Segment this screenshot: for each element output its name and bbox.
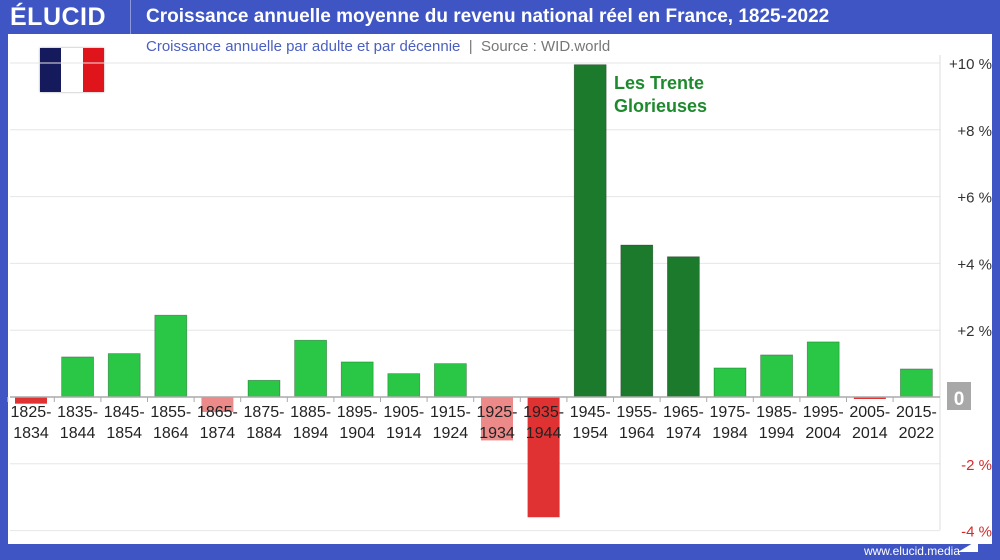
x-tick-label: 1875- (244, 404, 285, 421)
y-tick-label: +6 % (957, 190, 992, 207)
x-tick-label: 1894 (293, 425, 329, 442)
x-tick-label: 1945- (570, 404, 611, 421)
x-tick-label: 1984 (712, 425, 748, 442)
chart-subtitle: Croissance annuelle par adulte et par dé… (146, 38, 610, 55)
zero-label-box (947, 382, 971, 410)
annotation-trente-glorieuses: Les Trente Glorieuses (614, 72, 707, 118)
y-tick-label: +10 % (949, 56, 992, 73)
annotation-line-1: Les Trente (614, 73, 705, 93)
y-tick-label: +4 % (957, 256, 992, 273)
x-tick-label: 2005- (849, 404, 890, 421)
x-tick-label: 1985- (756, 404, 797, 421)
x-tick-label: 1874 (200, 425, 236, 442)
chart-panel (8, 34, 992, 544)
bar-1885-1894 (294, 339, 327, 398)
france-flag-icon (40, 48, 104, 92)
bar-1845-1854 (107, 353, 141, 398)
bar-1915-1924 (434, 363, 467, 398)
x-tick-label: 1925- (477, 404, 518, 421)
bar-1935-1944 (527, 397, 560, 518)
y-tick-label: -2 % (961, 457, 992, 474)
y-tick-label: +2 % (957, 323, 992, 340)
x-tick-label: 1965- (663, 404, 704, 421)
elucid-logo: ÉLUCID (10, 3, 107, 31)
x-tick-label: 1975- (710, 404, 751, 421)
x-tick-label: 2014 (852, 425, 888, 442)
x-tick-label: 1834 (13, 425, 49, 442)
x-tick-label: 1885- (290, 404, 331, 421)
x-tick-label: 1855- (150, 404, 191, 421)
x-tick-label: 1904 (339, 425, 375, 442)
bar-1955-1964 (620, 244, 654, 398)
bar-1865-1874 (201, 397, 234, 413)
bar-1925-1934 (481, 397, 513, 441)
x-tick-label: 1864 (153, 425, 189, 442)
x-tick-label: 1955- (616, 404, 657, 421)
bar-1975-1984 (713, 367, 747, 398)
x-tick-label: 1915- (430, 404, 471, 421)
bar-2005-2014 (853, 397, 886, 399)
x-tick-label: 1934 (479, 425, 515, 442)
x-tick-label: 1905- (383, 404, 424, 421)
x-tick-label: 1994 (759, 425, 795, 442)
bar-1855-1864 (154, 314, 188, 398)
header-divider (130, 0, 131, 34)
y-tick-label: -4 % (961, 524, 992, 541)
x-tick-label: 1854 (106, 425, 142, 442)
header-bar: ÉLUCID Croissance annuelle moyenne du re… (0, 0, 1000, 34)
bar-1965-1974 (667, 256, 700, 398)
source-text: Source : WID.world (480, 38, 611, 55)
x-tick-label: 1964 (619, 425, 655, 442)
x-tick-label: 1974 (666, 425, 702, 442)
bar-1945-1954 (573, 64, 607, 398)
x-tick-label: 1924 (433, 425, 469, 442)
x-tick-label: 1835- (57, 404, 98, 421)
x-tick-label: 1844 (60, 425, 96, 442)
bar-1905-1914 (387, 373, 421, 398)
x-tick-label: 1884 (246, 425, 282, 442)
x-tick-label: 1825- (11, 404, 52, 421)
x-tick-label: 1845- (104, 404, 145, 421)
bar-1875-1884 (247, 379, 281, 398)
x-tick-label: 1944 (526, 425, 562, 442)
x-tick-label: 1995- (803, 404, 844, 421)
x-tick-label: 1935- (523, 404, 564, 421)
x-tick-label: 1865- (197, 404, 238, 421)
x-tick-label: 1895- (337, 404, 378, 421)
bar-1985-1994 (760, 354, 793, 398)
bar-1835-1844 (61, 356, 94, 398)
elucid-arrow-icon (958, 540, 978, 552)
subtitle-text: Croissance annuelle par adulte et par dé… (146, 38, 461, 55)
x-tick-label: 2004 (805, 425, 841, 442)
x-tick-label: 2022 (899, 425, 935, 442)
chart-title: Croissance annuelle moyenne du revenu na… (146, 6, 830, 27)
x-tick-label: 1954 (572, 425, 608, 442)
footer-url[interactable]: www.elucid.media (863, 544, 960, 558)
bar-1895-1904 (340, 361, 374, 398)
bar-1825-1834 (15, 397, 47, 404)
annotation-line-2: Glorieuses (614, 96, 708, 116)
x-tick-label: 1914 (386, 425, 422, 442)
bar-1995-2004 (806, 341, 840, 398)
subtitle-separator: | (468, 38, 473, 55)
bar-2015-2022 (900, 368, 933, 398)
y-tick-label: +8 % (957, 123, 992, 140)
y-tick-label: 0 (954, 389, 965, 410)
x-tick-label: 2015- (896, 404, 937, 421)
